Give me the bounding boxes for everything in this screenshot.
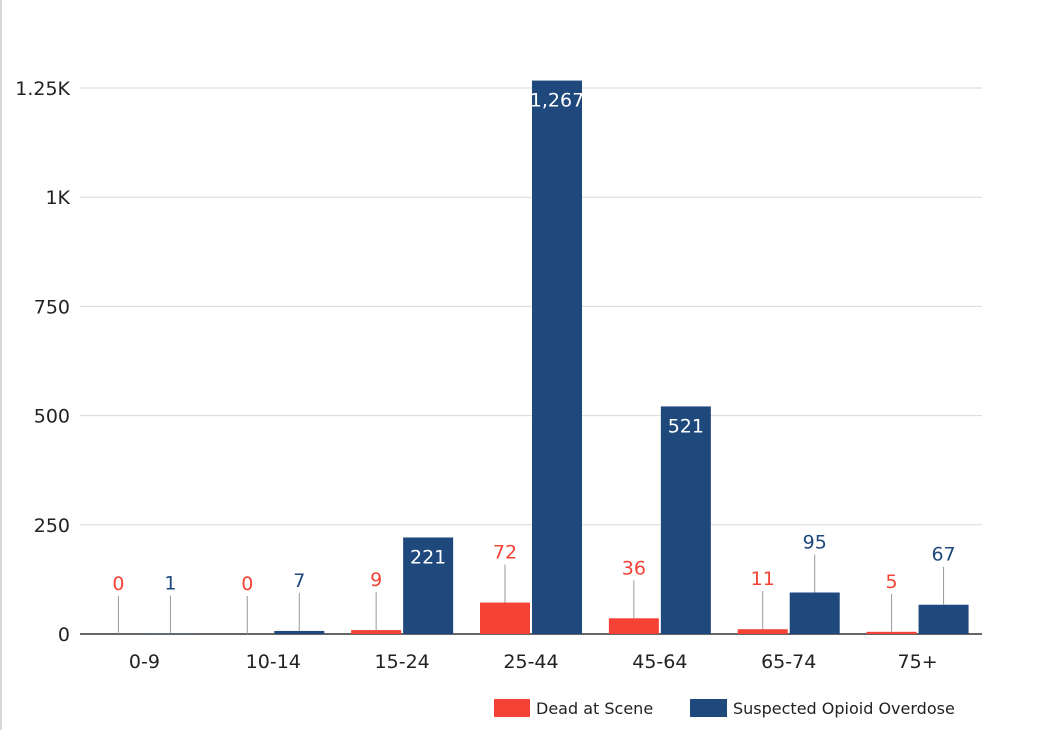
- y-tick-label: 1.25K: [15, 78, 70, 100]
- legend-swatch: [494, 699, 530, 717]
- suspected-overdose-bar: [403, 537, 454, 634]
- data-label: 521: [668, 415, 704, 437]
- gridlines: [80, 87, 982, 635]
- data-label: 67: [931, 544, 955, 566]
- dead-at-scene-bar: [608, 618, 659, 634]
- legend-swatch: [690, 699, 727, 717]
- x-tick-label: 25-44: [503, 651, 558, 673]
- legend-label: Suspected Opioid Overdose: [733, 699, 955, 718]
- legend-label: Dead at Scene: [536, 699, 653, 718]
- data-label: 1,267: [530, 90, 584, 112]
- y-tick-label: 0: [58, 624, 70, 646]
- legend: Dead at Scene Suspected Opioid Overdose: [494, 699, 955, 718]
- suspected-overdose-bar: [274, 630, 325, 634]
- x-tick-label: 45-64: [632, 651, 687, 673]
- x-tick-label: 0-9: [129, 651, 160, 673]
- suspected-overdose-bar: [789, 592, 840, 634]
- dead-at-scene-bar: [480, 602, 530, 634]
- dead-at-scene-bar: [737, 629, 788, 634]
- suspected-overdose-bar: [660, 406, 711, 634]
- data-label: 36: [622, 557, 646, 579]
- suspected-overdose-bar: [532, 80, 582, 634]
- data-label: 0: [112, 573, 124, 595]
- data-label: 5: [886, 571, 898, 593]
- y-tick-label: 500: [34, 406, 70, 428]
- x-tick-label: 75+: [898, 651, 938, 673]
- data-label: 9: [370, 569, 382, 591]
- data-label: 11: [751, 568, 775, 590]
- data-label: 221: [410, 546, 446, 568]
- y-axis-ticks: 0 250 500 750 1K 1.25K: [15, 78, 70, 646]
- x-tick-label: 65-74: [761, 651, 816, 673]
- dead-at-scene-bar: [866, 631, 917, 634]
- y-tick-label: 1K: [45, 187, 70, 209]
- data-labels: 0 1 0 7 9 221 72 1,267 36 521 11 95 5 67: [112, 90, 956, 634]
- data-label: 0: [241, 573, 253, 595]
- bars: [145, 80, 969, 634]
- x-axis-ticks: 0-9 10-14 15-24 25-44 45-64 65-74 75+: [129, 651, 938, 673]
- x-tick-label: 15-24: [375, 651, 430, 673]
- data-label: 7: [293, 570, 305, 592]
- data-label: 72: [493, 542, 517, 564]
- x-tick-label: 10-14: [246, 651, 301, 673]
- suspected-overdose-bar: [918, 604, 969, 634]
- y-tick-label: 750: [34, 296, 70, 318]
- data-label: 1: [164, 573, 176, 595]
- y-tick-label: 250: [34, 515, 70, 537]
- dead-at-scene-bar: [351, 630, 402, 634]
- data-label: 95: [803, 532, 827, 554]
